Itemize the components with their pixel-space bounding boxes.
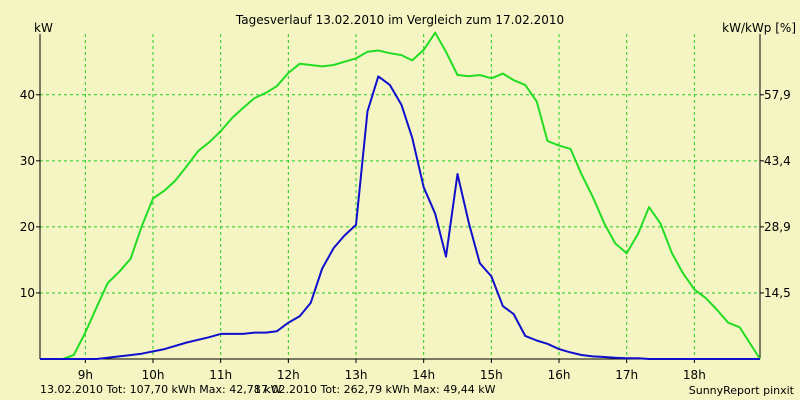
footer-series2-summary: 17.02.2010 Tot: 262,79 kWh Max: 49,44 kW bbox=[254, 383, 496, 396]
x-tick-label: 9h bbox=[78, 368, 93, 382]
x-tick-label: 12h bbox=[277, 368, 300, 382]
x-tick-label: 18h bbox=[683, 368, 706, 382]
y-axis-right-label: kW/kWp [%] bbox=[722, 21, 796, 35]
y-tick-label-right: 14,5 bbox=[764, 286, 791, 300]
x-tick-label: 11h bbox=[209, 368, 232, 382]
y-axis-left-label: kW bbox=[34, 21, 53, 35]
footer-series1-summary: 13.02.2010 Tot: 107,70 kWh Max: 42,78 kW bbox=[40, 383, 282, 396]
x-tick-label: 17h bbox=[615, 368, 638, 382]
y-tick-label-right: 57,9 bbox=[764, 88, 791, 102]
y-tick-label-left: 30 bbox=[20, 154, 35, 168]
labels-layer: 9h 10h 11h 12h 13h 14h 15h 16h 17h 18h 10 20 30 40 14,… bbox=[20, 88, 791, 382]
grid-layer bbox=[40, 34, 760, 359]
series-line-13-02-2010 bbox=[40, 75, 760, 360]
y-tick-label-left: 40 bbox=[20, 88, 35, 102]
x-tick-label: 15h bbox=[480, 368, 503, 382]
y-tick-label-right: 28,9 bbox=[764, 220, 791, 234]
x-tick-label: 10h bbox=[142, 368, 165, 382]
y-tick-label-right: 43,4 bbox=[764, 154, 791, 168]
axis-layer bbox=[36, 34, 764, 363]
x-tick-label: 16h bbox=[548, 368, 571, 382]
chart-title: Tagesverlauf 13.02.2010 im Vergleich zum… bbox=[235, 13, 564, 27]
y-tick-label-left: 20 bbox=[20, 220, 35, 234]
footer-credit: SunnyReport pinxit bbox=[689, 384, 795, 397]
x-tick-label: 14h bbox=[412, 368, 435, 382]
series-layer bbox=[40, 31, 761, 360]
y-tick-label-left: 10 bbox=[20, 286, 35, 300]
x-tick-label: 13h bbox=[345, 368, 368, 382]
series-line-17-02-2010 bbox=[40, 31, 761, 360]
